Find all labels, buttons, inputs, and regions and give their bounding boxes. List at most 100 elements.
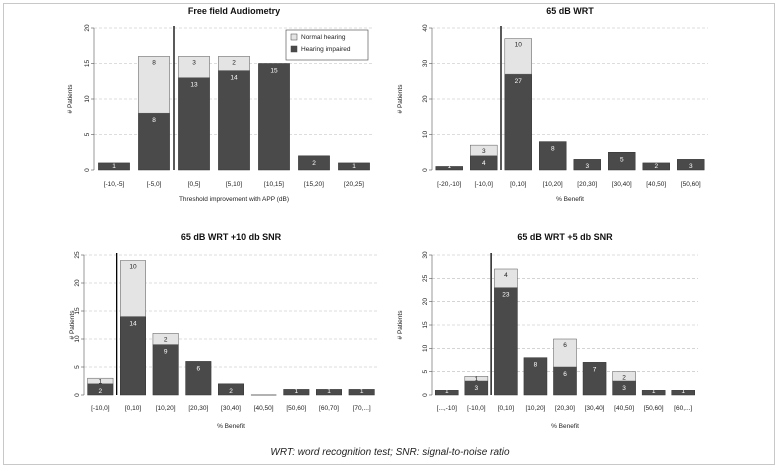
bar-hearing-impaired [608,152,636,171]
bar-label-hearing-impaired: 4 [482,160,486,167]
bar-hearing-impaired [98,162,130,171]
bar-hearing-impaired [435,166,463,171]
x-tick-label: [50,60] [286,405,306,412]
x-tick-label: [10,20] [156,405,176,412]
x-tick-label: [40,50] [254,405,274,412]
bar-label-normal-hearing: 6 [563,342,567,349]
x-tick-label: [20,30] [555,405,575,412]
bar-label-hearing-impaired: 2 [99,388,103,395]
y-tick-label: 5 [74,365,81,369]
bar-label-hearing-impaired: 15 [270,68,278,75]
x-axis-label: Threshold improvement with APP (dB) [179,196,289,203]
y-axis-label: # Patients [397,310,404,340]
x-tick-label: [0,10] [125,405,141,412]
x-tick-label: [20,30] [188,405,208,412]
bar-label-normal-hearing: 10 [129,264,137,271]
bar-hearing-impaired [283,389,310,396]
bar-label-hearing-impaired: 1 [352,163,356,170]
y-tick-label: 10 [422,131,429,139]
bar-hearing-impaired [316,389,342,396]
bar-label-hearing-impaired: 8 [152,117,156,124]
bar-hearing-impaired [185,361,212,396]
legend-swatch [290,45,298,53]
bar-label-hearing-impaired: 1 [445,388,449,395]
bar-label-hearing-impaired: 2 [654,163,658,170]
bar-label-hearing-impaired: 2 [312,160,316,167]
bar-hearing-impaired [435,390,459,396]
legend: Normal hearing Hearing impaired [285,29,369,61]
bar-label-hearing-impaired: 3 [622,385,626,392]
bar-label-normal-hearing: 2 [622,375,626,382]
bar-label-hearing-impaired: 14 [230,75,238,82]
bar-hearing-impaired [494,287,518,396]
x-axis-label: % Benefit [217,423,245,430]
y-tick-label: 0 [84,168,91,172]
bar-hearing-impaired [573,159,601,171]
bar-hearing-impaired [218,70,250,171]
y-tick-label: 10 [84,95,91,103]
x-tick-label: [40,50] [646,181,666,188]
y-tick-label: 20 [84,24,91,32]
bar-label-hearing-impaired: 1 [327,388,331,395]
x-tick-label: [70,...] [353,405,371,412]
bar-label-normal-hearing: 3 [482,148,486,155]
x-tick-label: [10,20] [543,181,563,188]
bar-normal-hearing [494,268,518,288]
x-tick-label: [30,40] [585,405,605,412]
bar-label-hearing-impaired: 3 [475,385,479,392]
bar-hearing-impaired [582,362,607,396]
bar-label-normal-hearing: 1 [475,376,479,383]
y-tick-label: 10 [422,344,429,352]
legend-box [285,29,369,61]
x-tick-label: [15,20] [304,181,324,188]
y-tick-label: 25 [422,274,429,282]
y-axis-label: # Patients [397,84,404,114]
chart-panel-2: 65 dB WRT 0 10 20 30 40 # Patients 1 [-20,-10] 4 3… [397,6,708,203]
bar-label-hearing-impaired: 8 [534,362,538,369]
bar-label-hearing-impaired: 5 [620,156,624,163]
y-tick-label: 15 [422,321,429,329]
bar-hearing-impaired [178,77,210,171]
bar-label-hearing-impaired: 2 [229,388,233,395]
legend-entry: Normal hearing [301,34,346,41]
bar-label-hearing-impaired: 14 [129,321,137,328]
bar-normal-hearing [152,333,179,345]
y-tick-label: 15 [74,307,81,315]
bar-label-hearing-impaired: 6 [563,371,567,378]
y-tick-label: 20 [422,298,429,306]
bar-label-normal-hearing: 4 [504,272,508,279]
bar-label-hearing-impaired: 23 [502,292,510,299]
bar-hearing-impaired [138,112,170,171]
x-tick-label: [-5,0] [147,181,162,188]
y-tick-label: 25 [74,251,81,259]
bar-label-hearing-impaired: 13 [190,82,198,89]
legend-entry: Hearing impaired [301,46,351,53]
bar-label-hearing-impaired: 7 [593,366,597,373]
figure-caption: WRT: word recognition test; SNR: signal-… [270,447,510,458]
x-axis-label: % Benefit [551,423,579,430]
bar-normal-hearing [138,56,170,114]
bar-label-hearing-impaired: 1 [652,388,656,395]
x-tick-label: [...,-10] [437,405,457,412]
bar-normal-hearing [464,376,489,382]
x-tick-label: [-20,-10] [437,181,461,188]
bar-normal-hearing [504,38,532,75]
chart-title: 65 dB WRT [546,6,594,16]
bar-label-hearing-impaired: 1 [360,388,364,395]
y-tick-label: 40 [422,24,429,32]
x-tick-label: [60,70] [319,405,339,412]
bar-hearing-impaired [218,383,244,396]
y-axis-label: # Patients [67,84,74,114]
chart-title: Free field Audiometry [188,6,280,16]
bar-hearing-impaired [671,390,695,396]
y-tick-label: 20 [422,95,429,103]
bar-normal-hearing [218,56,250,71]
x-tick-label: [60,...] [674,405,692,412]
y-tick-label: 30 [422,60,429,68]
bar-hearing-impaired [523,357,548,396]
bar-label-normal-hearing: 2 [164,336,168,343]
bar-label-hearing-impaired: 3 [689,163,693,170]
x-tick-label: [20,25] [344,181,364,188]
chart-panel-4: 65 dB WRT +5 db SNR 0 5 10 15 20 25 30 # Patient… [397,232,698,430]
